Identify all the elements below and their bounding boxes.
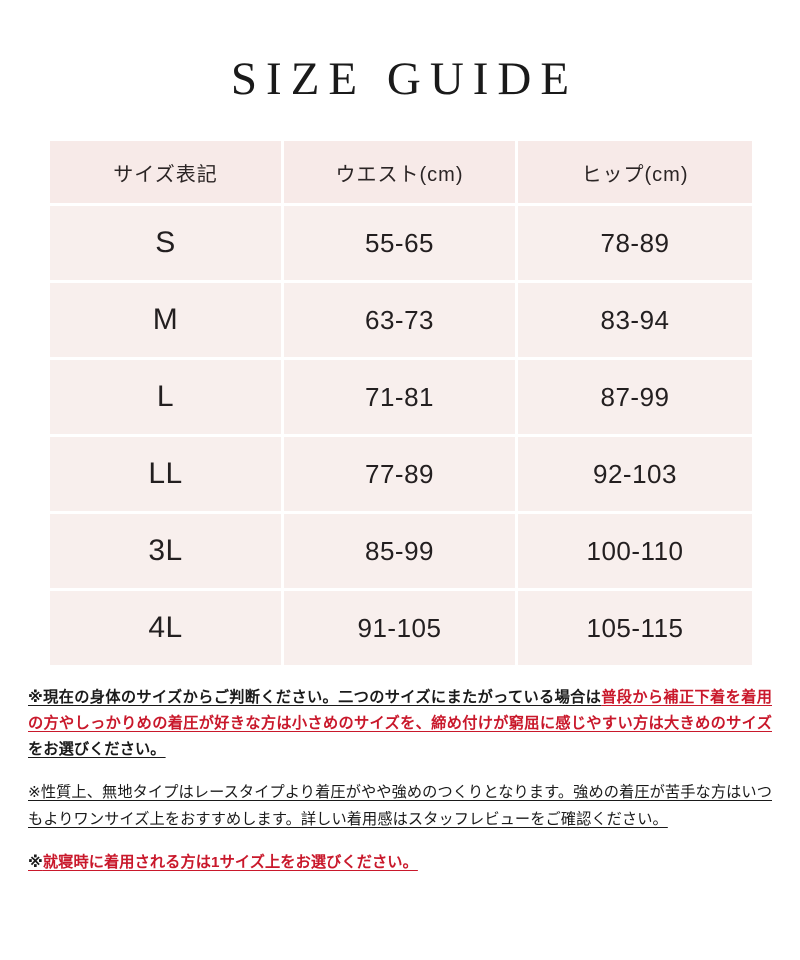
cell-hip: 87-99 xyxy=(518,360,752,437)
cell-waist: 85-99 xyxy=(284,514,518,591)
cell-size: M xyxy=(50,283,284,360)
notes-section: ※現在の身体のサイズからご判断ください。二つのサイズにまたがっている場合は普段か… xyxy=(28,685,772,876)
cell-size: L xyxy=(50,360,284,437)
cell-waist: 71-81 xyxy=(284,360,518,437)
table-header: サイズ表記 ウエスト(cm) ヒップ(cm) xyxy=(50,141,752,206)
cell-waist: 77-89 xyxy=(284,437,518,514)
column-header-size: サイズ表記 xyxy=(50,141,284,206)
cell-size: S xyxy=(50,206,284,283)
cell-hip: 105-115 xyxy=(518,591,752,665)
table-row: M 63-73 83-94 xyxy=(50,283,752,360)
table-body: S 55-65 78-89 M 63-73 83-94 L 71-81 87-9… xyxy=(50,206,752,665)
note-sleepwear: ※就寝時に着用される方は1サイズ上をお選びください。 xyxy=(28,850,772,876)
cell-size: 4L xyxy=(50,591,284,665)
table-row: 3L 85-99 100-110 xyxy=(50,514,752,591)
note-3-mark: ※ xyxy=(28,853,43,871)
cell-size: 3L xyxy=(50,514,284,591)
cell-waist: 91-105 xyxy=(284,591,518,665)
table-row: S 55-65 78-89 xyxy=(50,206,752,283)
table-row: 4L 91-105 105-115 xyxy=(50,591,752,665)
page-title: SIZE GUIDE xyxy=(230,53,579,105)
cell-hip: 92-103 xyxy=(518,437,752,514)
table-header-row: サイズ表記 ウエスト(cm) ヒップ(cm) xyxy=(50,141,752,206)
cell-waist: 55-65 xyxy=(284,206,518,283)
note-fabric-type: ※性質上、無地タイプはレースタイプより着圧がやや強めのつくりとなります。強めの着… xyxy=(28,780,772,832)
note-3-text: 就寝時に着用される方は1サイズ上をお選びください。 xyxy=(42,853,418,871)
note-1-highlight: 普段から補正下着を着用の方やしっかりめの着圧が好きな方は小さめのサイズを、締め付… xyxy=(28,689,772,733)
note-1-lead: ※現在の身体のサイズからご判断ください。二つのサイズにまたがっている場合は xyxy=(28,689,602,706)
column-header-waist: ウエスト(cm) xyxy=(284,141,518,206)
title-container: SIZE GUIDE xyxy=(0,0,800,103)
cell-size: LL xyxy=(50,437,284,514)
cell-hip: 100-110 xyxy=(518,514,752,591)
cell-hip: 83-94 xyxy=(518,283,752,360)
note-3-mark-wrap: ※就寝時に着用される方は1サイズ上をお選びください。 xyxy=(28,854,418,871)
cell-hip: 78-89 xyxy=(518,206,752,283)
size-chart-table: サイズ表記 ウエスト(cm) ヒップ(cm) S 55-65 78-89 M 6… xyxy=(50,141,752,665)
note-2-text: ※性質上、無地タイプはレースタイプより着圧がやや強めのつくりとなります。強めの着… xyxy=(28,784,772,828)
table-row: LL 77-89 92-103 xyxy=(50,437,752,514)
note-1-tail: をお選びください。 xyxy=(28,741,166,759)
note-sizing-guidance: ※現在の身体のサイズからご判断ください。二つのサイズにまたがっている場合は普段か… xyxy=(28,685,772,763)
cell-waist: 63-73 xyxy=(284,283,518,360)
column-header-hip: ヒップ(cm) xyxy=(518,141,752,206)
table-row: L 71-81 87-99 xyxy=(50,360,752,437)
